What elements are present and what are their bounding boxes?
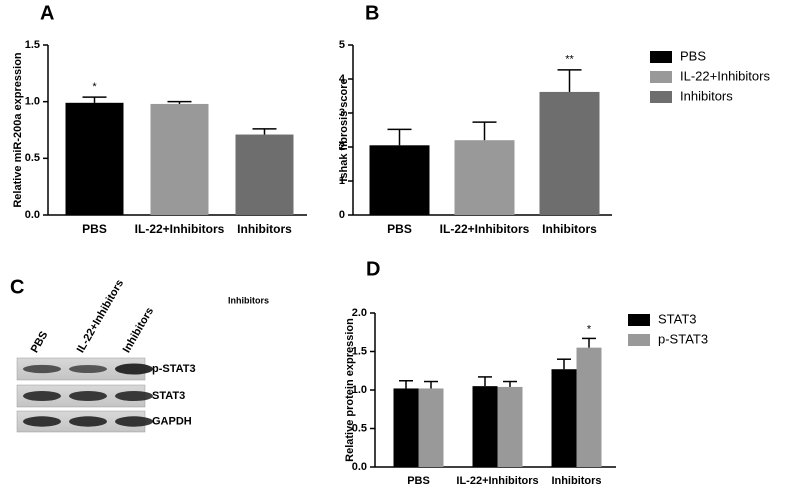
legend-swatch bbox=[650, 91, 672, 103]
lane-label: Inhibitors bbox=[121, 306, 156, 355]
y-axis-label: Relative protein expression bbox=[344, 318, 356, 462]
x-tick-label: Inhibitors bbox=[237, 222, 292, 236]
significance: * bbox=[587, 323, 592, 335]
y-tick-label: 1 bbox=[339, 175, 345, 187]
bar bbox=[65, 102, 124, 215]
bar bbox=[576, 347, 602, 467]
y-tick-label: 1.0 bbox=[352, 384, 367, 396]
panel-label: D bbox=[366, 258, 380, 280]
y-tick-label: 3 bbox=[339, 107, 345, 119]
y-tick-label: 4 bbox=[339, 73, 346, 85]
legend-swatch bbox=[650, 71, 672, 83]
bar bbox=[235, 134, 294, 215]
x-tick-label: PBS bbox=[407, 475, 430, 487]
legend-label: IL-22+Inhibitors bbox=[680, 68, 770, 83]
blot-band bbox=[69, 365, 107, 373]
panel-label: B bbox=[365, 2, 379, 24]
lane-label: IL-22+Inhibitors bbox=[75, 278, 127, 355]
blot-band bbox=[23, 364, 61, 374]
y-tick-label: 2 bbox=[339, 141, 345, 153]
x-tick-label: Inhibitors bbox=[551, 475, 601, 487]
y-tick-label: 0.0 bbox=[352, 461, 367, 473]
lane-label: PBS bbox=[29, 329, 51, 355]
legend-label: Inhibitors bbox=[680, 88, 733, 103]
y-tick-label: 2.0 bbox=[352, 307, 367, 319]
y-tick-label: 0 bbox=[339, 209, 345, 221]
blot-band bbox=[23, 390, 61, 402]
bar bbox=[454, 140, 515, 215]
legend-swatch bbox=[628, 314, 650, 326]
blot-band bbox=[69, 390, 107, 402]
bar bbox=[472, 386, 498, 467]
y-axis-label: Ishak fibrosis score bbox=[338, 78, 350, 181]
note: Inhibitors bbox=[228, 295, 269, 305]
y-tick-label: 1.0 bbox=[25, 96, 40, 108]
legend-swatch bbox=[650, 51, 672, 63]
blot-band bbox=[115, 363, 153, 375]
panel-label: C bbox=[10, 276, 24, 298]
row-label: p-STAT3 bbox=[152, 363, 196, 375]
significance: ** bbox=[565, 54, 574, 66]
bar bbox=[539, 91, 600, 215]
y-tick-label: 5 bbox=[339, 39, 345, 51]
y-tick-label: 0.5 bbox=[352, 422, 367, 434]
blot-band bbox=[23, 416, 61, 427]
y-tick-label: 1.5 bbox=[25, 39, 40, 51]
bar bbox=[369, 145, 430, 215]
y-tick-label: 0.5 bbox=[25, 152, 40, 164]
legend-swatch bbox=[628, 334, 650, 346]
blot-band bbox=[115, 416, 153, 427]
bar bbox=[150, 103, 209, 215]
x-tick-label: PBS bbox=[387, 222, 412, 236]
x-tick-label: IL-22+Inhibitors bbox=[135, 222, 225, 236]
y-tick-label: 0.0 bbox=[25, 209, 40, 221]
x-tick-label: Inhibitors bbox=[542, 222, 597, 236]
bar bbox=[551, 369, 577, 467]
x-tick-label: IL-22+Inhibitors bbox=[440, 222, 530, 236]
legend-label: STAT3 bbox=[658, 311, 697, 326]
y-tick-label: 1.5 bbox=[352, 345, 367, 357]
bar bbox=[393, 388, 419, 467]
blot-band bbox=[69, 416, 107, 427]
legend-label: p-STAT3 bbox=[658, 331, 708, 346]
legend-label: PBS bbox=[680, 48, 706, 63]
x-tick-label: IL-22+Inhibitors bbox=[456, 475, 538, 487]
x-tick-label: PBS bbox=[82, 222, 107, 236]
row-label: STAT3 bbox=[152, 390, 185, 402]
y-axis-label: Relative miR-200a expression bbox=[12, 52, 24, 208]
row-label: GAPDH bbox=[152, 415, 192, 427]
significance: * bbox=[92, 81, 97, 93]
bar bbox=[418, 388, 444, 467]
bar bbox=[497, 386, 523, 467]
panel-label: A bbox=[40, 2, 54, 24]
blot-band bbox=[115, 390, 153, 402]
